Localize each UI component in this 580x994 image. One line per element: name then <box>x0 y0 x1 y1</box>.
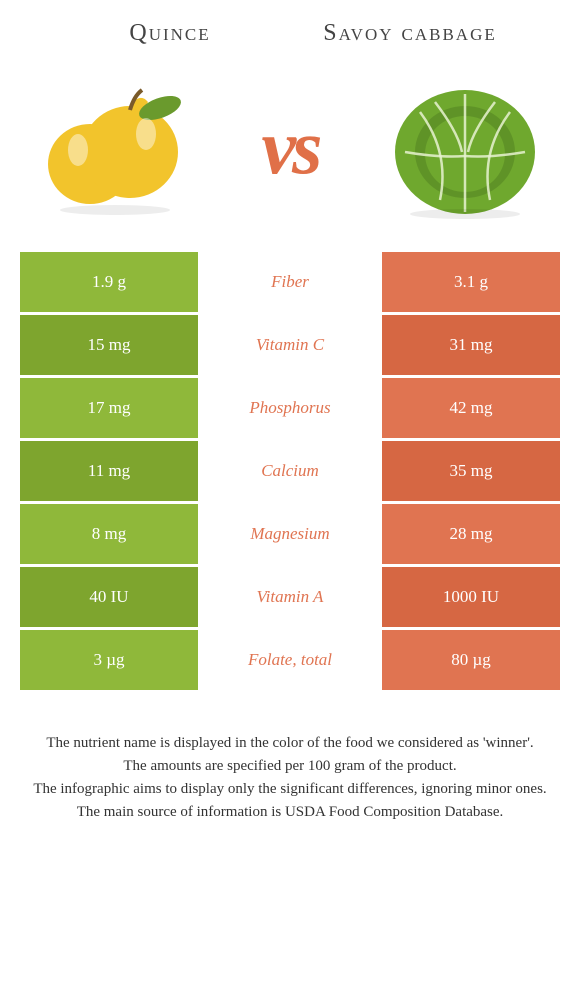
header: Quince Savoy cabbage <box>20 20 560 47</box>
cabbage-image <box>380 72 550 222</box>
title-right: Savoy cabbage <box>290 20 560 47</box>
quince-image <box>30 72 200 222</box>
nutrient-label: Phosphorus <box>201 378 379 441</box>
comparison-table: 1.9 gFiber3.1 g15 mgVitamin C31 mg17 mgP… <box>20 252 560 693</box>
table-row: 17 mgPhosphorus42 mg <box>20 378 560 441</box>
value-left: 15 mg <box>20 315 201 378</box>
footer-line: The amounts are specified per 100 gram o… <box>30 756 550 777</box>
value-left: 40 IU <box>20 567 201 630</box>
nutrient-label: Fiber <box>201 252 379 315</box>
footer-line: The infographic aims to display only the… <box>30 779 550 800</box>
footer-notes: The nutrient name is displayed in the co… <box>20 733 560 823</box>
value-left: 3 µg <box>20 630 201 693</box>
value-right: 35 mg <box>379 441 560 504</box>
value-left: 1.9 g <box>20 252 201 315</box>
footer-line: The nutrient name is displayed in the co… <box>30 733 550 754</box>
table-row: 15 mgVitamin C31 mg <box>20 315 560 378</box>
hero-row: vs <box>20 72 560 222</box>
value-right: 28 mg <box>379 504 560 567</box>
value-right: 80 µg <box>379 630 560 693</box>
table-row: 3 µgFolate, total80 µg <box>20 630 560 693</box>
nutrient-label: Vitamin A <box>201 567 379 630</box>
footer-line: The main source of information is USDA F… <box>30 802 550 823</box>
value-right: 3.1 g <box>379 252 560 315</box>
value-right: 31 mg <box>379 315 560 378</box>
table-row: 11 mgCalcium35 mg <box>20 441 560 504</box>
value-left: 17 mg <box>20 378 201 441</box>
nutrient-label: Vitamin C <box>201 315 379 378</box>
value-left: 8 mg <box>20 504 201 567</box>
value-right: 42 mg <box>379 378 560 441</box>
table-row: 8 mgMagnesium28 mg <box>20 504 560 567</box>
value-right: 1000 IU <box>379 567 560 630</box>
table-row: 1.9 gFiber3.1 g <box>20 252 560 315</box>
title-left: Quince <box>20 20 290 47</box>
value-left: 11 mg <box>20 441 201 504</box>
table-row: 40 IUVitamin A1000 IU <box>20 567 560 630</box>
vs-label: vs <box>262 102 319 192</box>
nutrient-label: Calcium <box>201 441 379 504</box>
nutrient-label: Magnesium <box>201 504 379 567</box>
nutrient-label: Folate, total <box>201 630 379 693</box>
